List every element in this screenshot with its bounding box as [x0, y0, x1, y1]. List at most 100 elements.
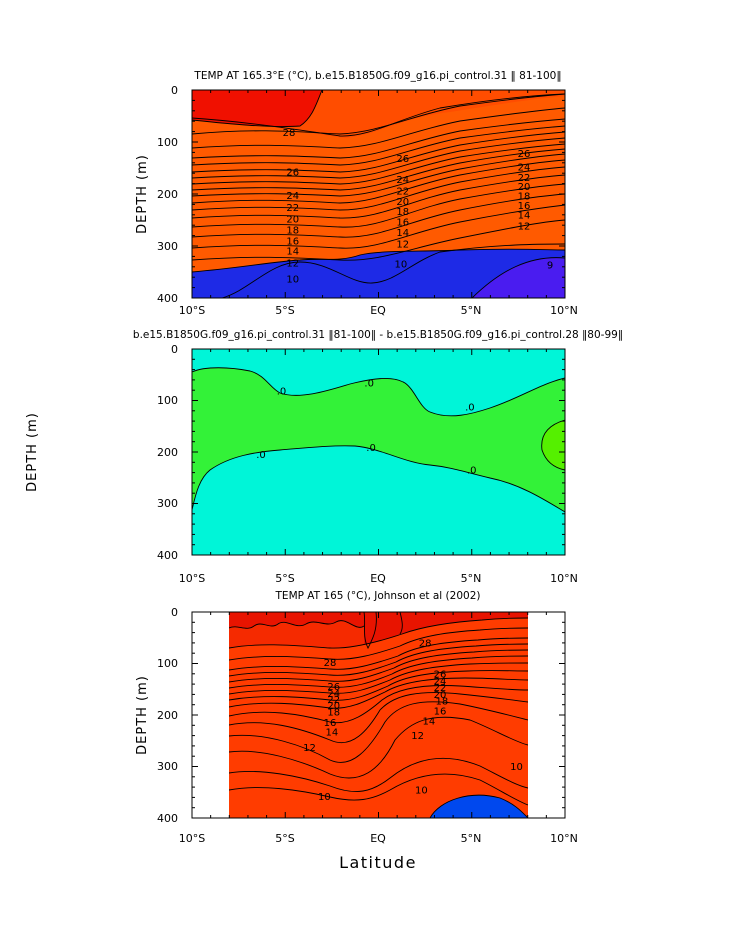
- panel-1-xtick-10n: 10°N: [550, 304, 578, 317]
- panel-3-contour-label-12: 16: [324, 718, 337, 729]
- panel-3-contour-label-6: 22: [327, 695, 340, 706]
- panel-1-color-fill: [192, 90, 565, 298]
- panel-3-contour-labels: 2828262624242222202018181616141412121010…: [303, 638, 523, 802]
- panel-3-contour-label-1: 28: [419, 638, 432, 649]
- panel-1-xtick-10s: 10°S: [179, 304, 205, 317]
- panel-2-contour-label-0: .0: [277, 387, 287, 398]
- panel-3-contour-label-5: 24: [434, 677, 447, 688]
- panel-1-ytick-0: 0: [171, 84, 178, 97]
- panel-1-contour-label-4: 24: [286, 191, 299, 202]
- panel-1-contour-label-27: 9: [547, 261, 553, 272]
- panel-1-contour-label-6: 24: [518, 162, 531, 173]
- panel-3-contour-label-4: 24: [327, 689, 340, 700]
- panel-2-contour-lines: [192, 367, 565, 513]
- panel-1-contour-label-10: 20: [286, 214, 299, 225]
- panel-1-contour-label-22: 12: [286, 259, 299, 270]
- panel-1-contour-label-14: 18: [396, 207, 409, 218]
- panel-1-contour-label-20: 14: [396, 228, 409, 239]
- panel-3-ytick-0: 0: [171, 606, 178, 619]
- panel-3-contour-label-8: 20: [327, 701, 340, 712]
- panel-1-contour-label-21: 14: [518, 210, 531, 221]
- panel-3-title: TEMP AT 165 (°C), Johnson et al (2002): [275, 590, 481, 602]
- panel-2-ytick-100: 100: [157, 394, 178, 407]
- panel-1-ytick-400: 400: [157, 292, 178, 305]
- panel-3-xtick-eq: EQ: [370, 832, 386, 845]
- panel-1-contour-label-23: 12: [396, 239, 409, 250]
- tick-marks: [191, 89, 566, 819]
- panel-1-contour-lines: [192, 90, 565, 298]
- panel-3-x-axis: 10°S 5°S EQ 5°N 10°N Latitude: [179, 832, 578, 872]
- panel-3-xtick-5n: 5°N: [461, 832, 482, 845]
- panel-1-y-axis: 0 100 200 300 400 DEPTH (m): [135, 84, 178, 305]
- panel-3-contour-label-15: 14: [422, 717, 435, 728]
- panel-3-contour-label-19: 10: [318, 792, 331, 803]
- panel-3-contour-label-13: 16: [434, 706, 447, 717]
- panel-3-color-fill: [229, 612, 528, 818]
- panel-2-contour-label-3: .0: [256, 450, 266, 461]
- panel-1-contour-label-26: 10: [395, 260, 408, 271]
- panel-3-observed-temperature: TEMP AT 165 (°C), Johnson et al (2002): [135, 590, 578, 872]
- panel-1-title: TEMP AT 165.3°E (°C), b.e15.B1850G.f09_g…: [193, 70, 561, 82]
- panel-3-ytick-300: 300: [157, 760, 178, 773]
- panel-2-xtick-10s: 10°S: [179, 572, 205, 585]
- panel-3-contour-label-3: 26: [434, 669, 447, 680]
- panel-1-contour-label-19: 14: [286, 247, 299, 258]
- panel-3-xtick-5s: 5°S: [275, 832, 294, 845]
- panel-3-contour-label-7: 22: [434, 683, 447, 694]
- panel-1-contour-label-25: 10: [286, 274, 299, 285]
- panel-2-y-axis-label: DEPTH (m): [25, 412, 40, 492]
- panel-1-contour-label-17: 16: [396, 218, 409, 229]
- panel-3-xtick-10s: 10°S: [179, 832, 205, 845]
- panel-1-contour-label-3: 26: [518, 149, 531, 160]
- panel-2-contour-labels: .0 .0 .0 .0 .0 .0: [256, 378, 476, 476]
- panel-1-y-axis-label: DEPTH (m): [135, 154, 150, 234]
- panel-2-xtick-eq: EQ: [370, 572, 386, 585]
- panel-1-contour-label-24: 12: [518, 222, 531, 233]
- panel-1-contour-label-18: 16: [518, 201, 531, 212]
- panel-2-model-difference: b.e15.B1850G.f09_g16.pi_control.31 ‖81-1…: [25, 329, 623, 585]
- panel-1-contour-label-12: 20: [518, 182, 531, 193]
- panel-2-title: b.e15.B1850G.f09_g16.pi_control.31 ‖81-1…: [133, 329, 623, 341]
- panel-3-ytick-100: 100: [157, 657, 178, 670]
- panel-2-color-fill: [192, 349, 565, 555]
- panel-3-ytick-200: 200: [157, 709, 178, 722]
- panel-2-contour-label-2: .0: [465, 403, 475, 414]
- panel-3-contour-label-20: 10: [415, 786, 428, 797]
- panel-3-contour-label-9: 20: [434, 690, 447, 701]
- panel-1-contour-label-5: 24: [396, 175, 409, 186]
- panel-1-model-temperature: TEMP AT 165.3°E (°C), b.e15.B1850G.f09_g…: [135, 70, 578, 317]
- panel-1-contour-label-1: 26: [286, 168, 299, 179]
- panel-3-contour-label-17: 12: [411, 731, 424, 742]
- panel-3-contour-label-14: 14: [326, 727, 339, 738]
- panel-2-xtick-5s: 5°S: [275, 572, 294, 585]
- panel-2-y-axis: 0 100 200 300 400 DEPTH (m): [25, 343, 178, 562]
- panel-1-contour-label-2: 26: [396, 154, 409, 165]
- panel-2-contour-label-1: .0: [364, 378, 374, 389]
- panel-3-contour-label-2: 26: [327, 682, 340, 693]
- panel-3-y-axis: 0 100 200 300 400 DEPTH (m): [135, 606, 178, 825]
- panel-3-y-axis-label: DEPTH (m): [135, 675, 150, 755]
- panel-3-contour-label-0: 28: [324, 658, 337, 669]
- panel-2-ytick-0: 0: [171, 343, 178, 356]
- panel-1-ytick-100: 100: [157, 136, 178, 149]
- panel-1-contour-label-16: 16: [286, 236, 299, 247]
- panel-1-contour-label-8: 22: [396, 186, 409, 197]
- panel-3-contour-label-16: 12: [303, 743, 316, 754]
- panel-1-ytick-300: 300: [157, 240, 178, 253]
- panel-2-contour-label-4: .0: [366, 443, 376, 454]
- panel-1-ytick-200: 200: [157, 188, 178, 201]
- panel-1-contour-label-15: 18: [518, 192, 531, 203]
- panel-2-xtick-5n: 5°N: [461, 572, 482, 585]
- panel-1-xtick-5s: 5°S: [275, 304, 294, 317]
- panel-3-contour-label-10: 18: [327, 707, 340, 718]
- panel-2-ytick-200: 200: [157, 446, 178, 459]
- panel-1-contour-label-13: 18: [286, 225, 299, 236]
- panel-1-x-axis: 10°S 5°S EQ 5°N 10°N: [179, 304, 578, 317]
- panel-3-contour-lines: [229, 612, 528, 818]
- panel-1-contour-label-9: 22: [518, 173, 531, 184]
- panel-2-contour-label-5: .0: [467, 466, 477, 477]
- panel-1-contour-label-0: 28: [283, 128, 296, 139]
- panel-3-xtick-10n: 10°N: [550, 832, 578, 845]
